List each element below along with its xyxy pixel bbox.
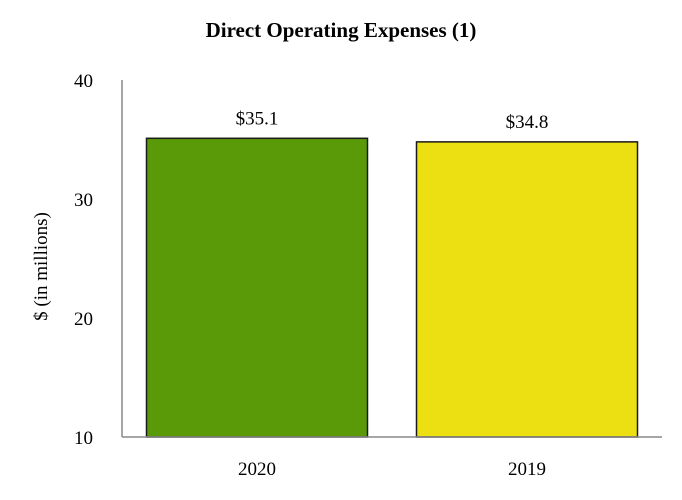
y-tick-label-40: 40 bbox=[74, 71, 93, 92]
bars-layer bbox=[145, 137, 639, 438]
x-tick-label-2019: 2019 bbox=[508, 459, 546, 480]
data-label-2019: $34.8 bbox=[506, 112, 549, 133]
data-label-2020: $35.1 bbox=[236, 108, 279, 129]
axes-layer bbox=[121, 80, 662, 438]
x-tick-label-2020: 2020 bbox=[238, 459, 276, 480]
y-tick-label-10: 10 bbox=[74, 428, 93, 449]
labels-layer: $35.1 2020 $34.8 2019 10 20 30 40 $ (in millions… bbox=[31, 71, 548, 480]
bar-2020 bbox=[145, 137, 369, 438]
bar-2019 bbox=[415, 141, 639, 438]
y-axis-label: $ (in millions) bbox=[31, 212, 52, 321]
y-tick-label-20: 20 bbox=[74, 309, 93, 330]
chart-title: Direct Operating Expenses (1) bbox=[205, 18, 477, 42]
y-tick-label-30: 30 bbox=[74, 190, 93, 211]
